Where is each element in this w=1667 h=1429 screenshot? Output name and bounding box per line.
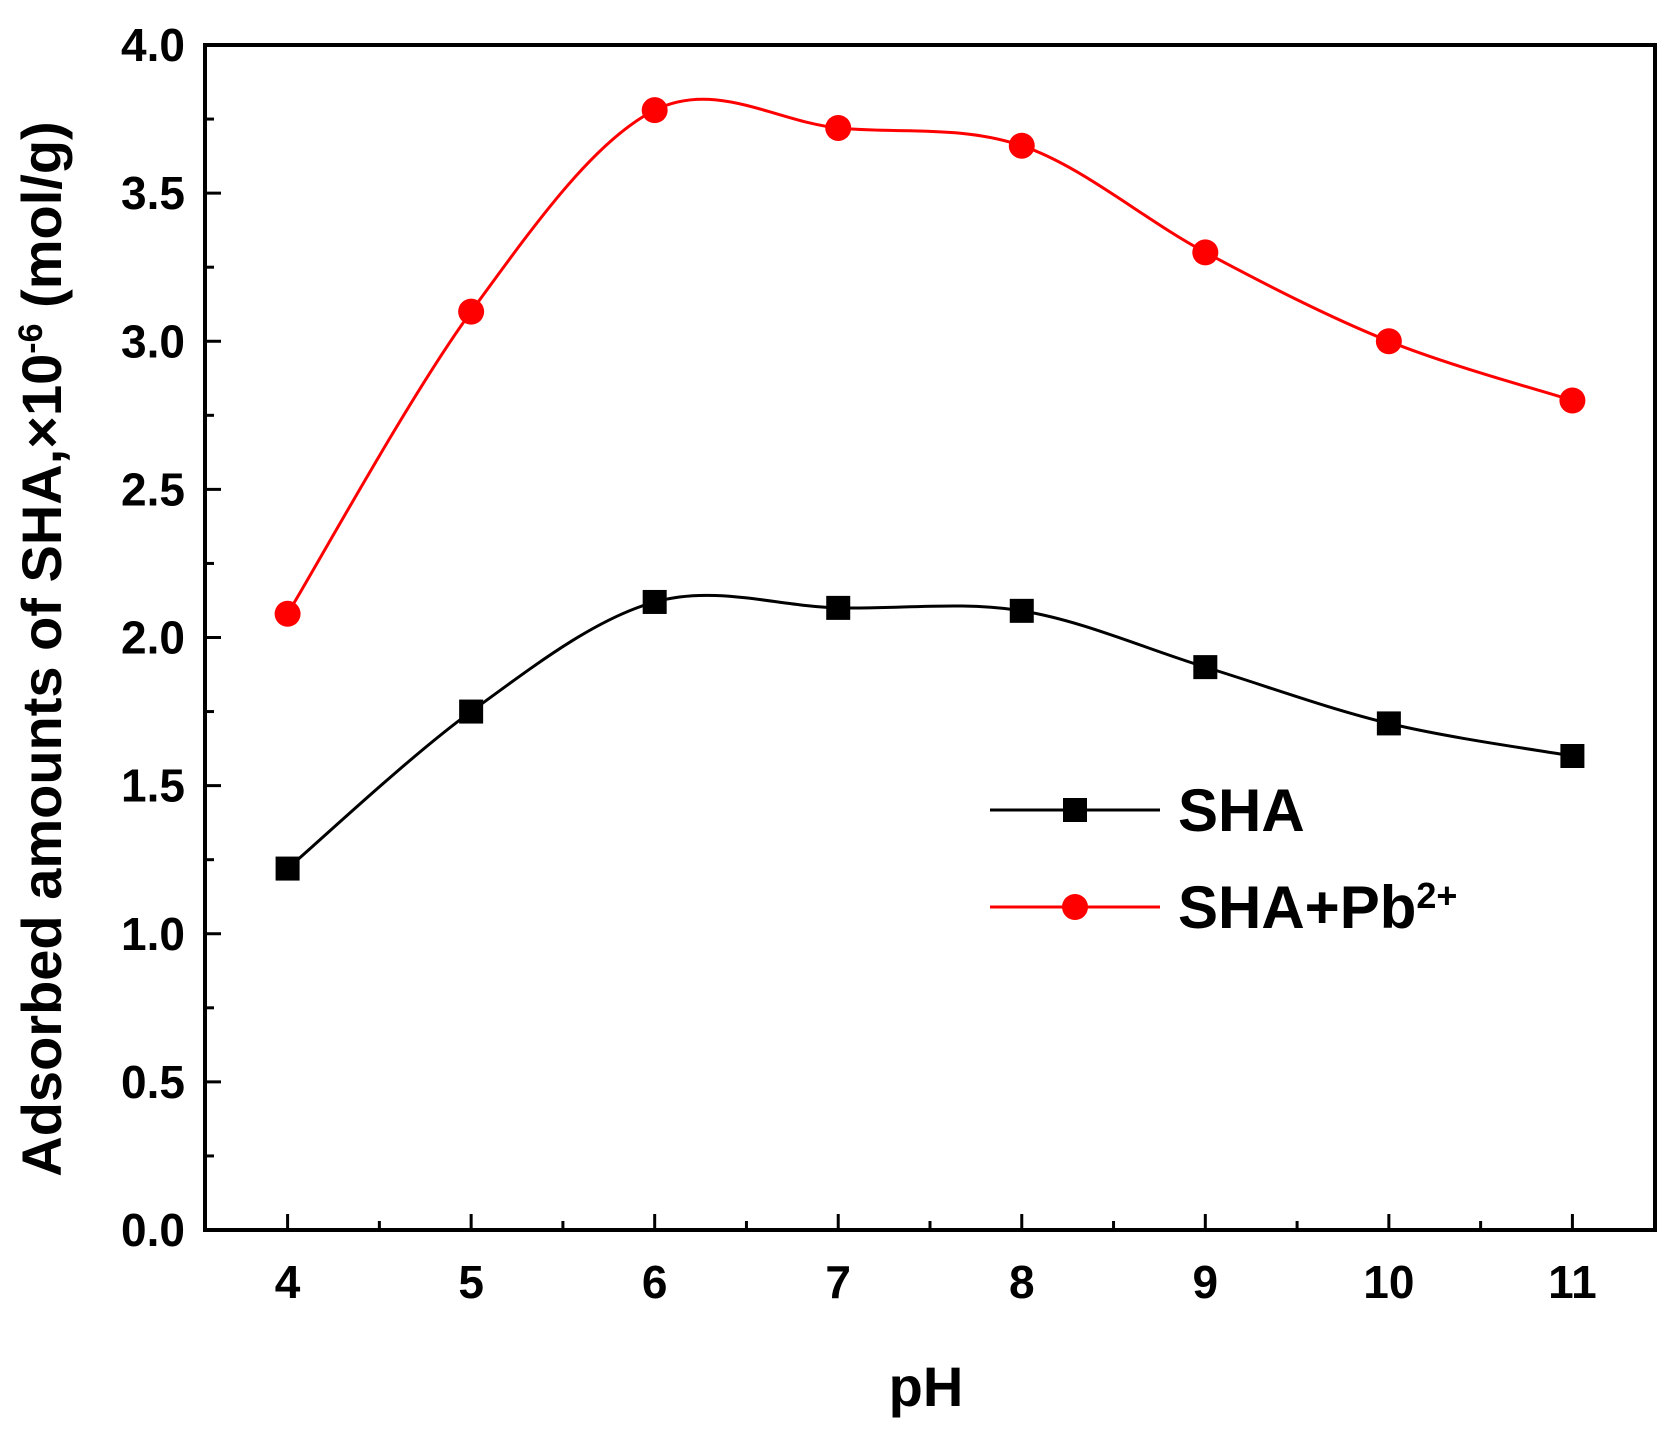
data-point: [275, 856, 300, 881]
y-tick-label: 4.0: [121, 19, 185, 71]
data-point: [1008, 132, 1035, 159]
legend-label-text: SHA+Pb: [1178, 874, 1416, 941]
x-tick-label: 4: [275, 1256, 301, 1308]
y-axis-title-unit: (mol/g): [10, 121, 73, 323]
data-point: [641, 97, 668, 124]
data-point: [826, 595, 851, 620]
legend-label: SHA: [1178, 777, 1305, 844]
data-point: [274, 600, 301, 627]
data-point: [1376, 711, 1401, 736]
y-axis-title-main: Adsorbed amounts of SHA,×10: [10, 354, 73, 1177]
y-tick-label: 0.5: [121, 1056, 185, 1108]
x-tick-label: 11: [1548, 1256, 1597, 1308]
legend-item: SHA+Pb2+: [990, 874, 1457, 941]
axes: 0.0 0.5 1.0 1.5 2.0 2.5 3.0 3.5 4.0 4 5 6 7 8 9 10 11: [121, 19, 1597, 1308]
legend-marker: [1063, 798, 1087, 822]
series-sha-pb: [274, 97, 1586, 627]
data-point: [1009, 598, 1034, 623]
x-tick-label: 10: [1363, 1256, 1414, 1308]
y-tick-label: 2.0: [121, 612, 185, 664]
x-tick-label: 7: [825, 1256, 851, 1308]
data-point: [1192, 239, 1219, 266]
legend-item: SHA: [990, 777, 1305, 844]
y-tick-label: 2.5: [121, 463, 185, 515]
y-tick-label: 0.0: [121, 1204, 185, 1256]
data-point: [1560, 744, 1585, 768]
y-tick-label: 1.0: [121, 908, 185, 960]
x-tick-label: 8: [1009, 1256, 1035, 1308]
legend-marker: [1062, 894, 1088, 920]
plot-frame: [203, 43, 1657, 1232]
series-sha: [275, 589, 1585, 881]
x-tick-label: 9: [1193, 1256, 1219, 1308]
legend-label-text: SHA: [1178, 777, 1305, 844]
x-axis-title: pH: [889, 1355, 964, 1418]
legend-label-sup: 2+: [1416, 875, 1457, 916]
x-tick-label: 6: [642, 1256, 668, 1308]
x-tick-label: 5: [458, 1256, 484, 1308]
data-point: [1375, 328, 1402, 355]
data-point: [825, 114, 852, 141]
legend-label: SHA+Pb2+: [1178, 874, 1457, 941]
data-point: [1559, 387, 1586, 414]
legend: SHA SHA+Pb2+: [990, 777, 1457, 941]
data-point: [642, 589, 667, 614]
data-point: [458, 298, 485, 325]
data-point: [1193, 655, 1218, 680]
y-axis-title-exponent: -6: [12, 323, 50, 353]
y-tick-label: 3.5: [121, 167, 185, 219]
y-axis-title: Adsorbed amounts of SHA,×10-6 (mol/g): [10, 121, 73, 1176]
series-line: [286, 97, 1573, 615]
plot-series: [274, 97, 1586, 881]
y-tick-label: 3.0: [121, 315, 185, 367]
data-point: [459, 699, 484, 724]
y-tick-label: 1.5: [121, 760, 185, 812]
